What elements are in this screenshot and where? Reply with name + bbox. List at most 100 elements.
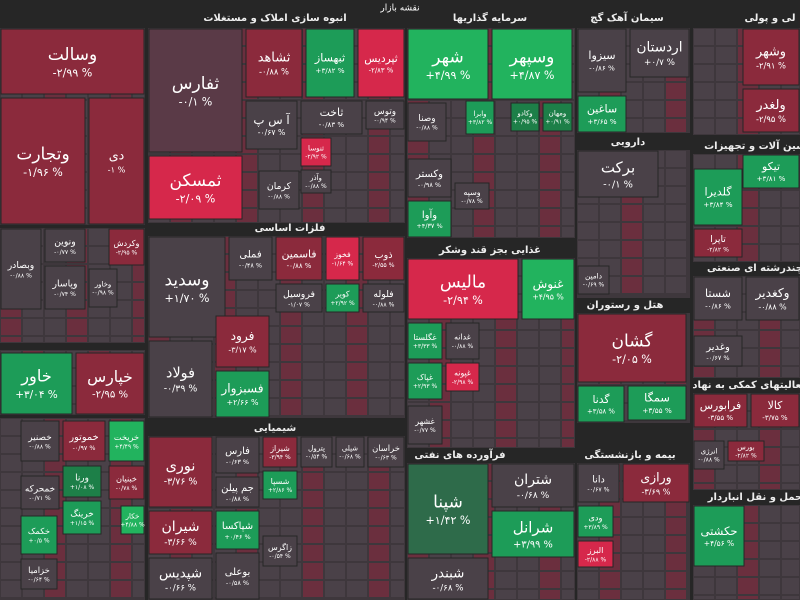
filler-tile <box>518 173 538 189</box>
stock-change: +۰/۵ % <box>28 537 49 544</box>
filler-tile <box>782 448 799 464</box>
filler-tile <box>474 439 494 447</box>
filler-tile <box>369 137 389 153</box>
stock-change: +۱/۷۰ % <box>165 292 210 305</box>
stock-change: -۰/۶۳ % <box>375 454 397 461</box>
filler-tile <box>760 542 780 558</box>
filler-tile <box>369 509 389 525</box>
filler-tile <box>782 430 799 446</box>
stock-change: -۰/۸۸ % <box>758 303 787 312</box>
stock-tile <box>75 352 145 415</box>
stock-name: شیراز <box>269 444 290 453</box>
filler-tile <box>622 259 642 275</box>
stock-change: -۰/۷۸ % <box>116 485 138 492</box>
filler-tile <box>111 337 131 342</box>
stock-change: +۴/۴۹ % <box>114 443 139 450</box>
filler-tile <box>666 205 686 221</box>
filler-tile <box>89 545 109 561</box>
filler-tile <box>738 227 758 243</box>
stock-change: -۲/۹۲ % <box>305 153 327 160</box>
filler-tile <box>303 399 323 415</box>
filler-tile <box>496 173 516 189</box>
filler-tile <box>716 65 736 81</box>
filler-tile <box>540 137 560 153</box>
stock-change: +۳/۸۹ % <box>583 524 608 531</box>
filler-tile <box>518 421 538 437</box>
filler-tile <box>666 572 686 588</box>
stock-change: -۰/۶۸ % <box>517 491 550 501</box>
stock-name: شپدیس <box>159 566 202 581</box>
filler-tile <box>644 119 664 132</box>
stock-name: فاسمین <box>282 247 317 260</box>
stock-name: دانا <box>592 474 605 485</box>
filler-tile <box>303 345 323 361</box>
sector-title: انبوه سازی املاک و مستغلات <box>203 13 346 24</box>
stock-change: -۰/۶۷ % <box>587 487 609 494</box>
filler-tile <box>694 65 714 81</box>
filler-tile <box>540 385 560 401</box>
stock-name: آ س پ <box>253 112 290 128</box>
filler-tile <box>644 259 664 275</box>
filler-tile <box>474 209 494 225</box>
filler-tile <box>562 367 574 383</box>
filler-tile <box>1 491 21 507</box>
filler-tile <box>303 381 323 397</box>
stock-change: -۰/۸۸ % <box>416 125 438 132</box>
sector-title: شیمیایی <box>254 423 296 434</box>
filler-tile <box>518 367 538 383</box>
filler-tile <box>666 187 686 203</box>
stock-name: شپاکسا <box>222 521 253 532</box>
stock-change: -۲/۹۵ % <box>92 389 129 400</box>
filler-tile <box>474 421 494 437</box>
stock-change: +۱/۴۲ % <box>426 514 471 527</box>
filler-tile <box>133 581 144 597</box>
filler-tile <box>782 367 799 377</box>
stock-tile <box>407 158 452 198</box>
filler-tile <box>496 572 516 588</box>
stock-change: +۳/۵۵ % <box>642 406 672 415</box>
filler-tile <box>1 581 21 597</box>
filler-tile <box>325 363 345 379</box>
filler-tile <box>325 309 345 325</box>
filler-tile <box>452 403 472 419</box>
filler-tile <box>325 399 345 415</box>
stock-tile <box>120 505 145 535</box>
filler-tile <box>23 319 43 335</box>
filler-tile <box>760 331 780 347</box>
stock-name: ثنوسا <box>308 143 324 152</box>
stock-tile <box>62 420 106 462</box>
stock-change: +۲/۹۳ % <box>413 383 438 390</box>
filler-tile <box>369 527 389 543</box>
filler-tile <box>45 337 65 342</box>
filler-tile <box>347 563 367 579</box>
stock-tile <box>742 28 800 86</box>
filler-tile <box>496 439 516 447</box>
stock-name: البرز <box>587 545 604 555</box>
filler-tile <box>281 327 301 343</box>
stock-tile <box>108 420 145 462</box>
filler-tile <box>540 349 560 365</box>
stock-change: -۱ % <box>108 164 126 174</box>
filler-tile <box>303 545 323 561</box>
stock-change: -۲/۸۳ % <box>369 66 394 74</box>
sector-title: دارویی <box>611 137 645 148</box>
stock-change: -۰/۶۷ % <box>706 354 729 362</box>
filler-tile <box>133 527 144 543</box>
filler-tile <box>782 349 799 365</box>
filler-tile <box>111 319 131 335</box>
filler-tile <box>133 563 144 579</box>
stock-name: وتوس <box>374 107 396 117</box>
stock-tile <box>627 385 687 421</box>
stock-name: سمگا <box>644 391 670 405</box>
filler-tile <box>622 205 642 221</box>
stock-tile <box>407 28 489 100</box>
filler-tile <box>760 578 780 594</box>
stock-change: -۰/۱ % <box>603 180 633 191</box>
filler-tile <box>347 491 367 507</box>
stock-change: -۰/۶۹ % <box>583 282 605 289</box>
stock-change: -۲/۸۲ % <box>735 452 757 459</box>
filler-tile <box>694 47 714 63</box>
filler-tile <box>666 536 686 552</box>
stock-tile <box>20 558 58 590</box>
stock-tile <box>357 28 405 98</box>
